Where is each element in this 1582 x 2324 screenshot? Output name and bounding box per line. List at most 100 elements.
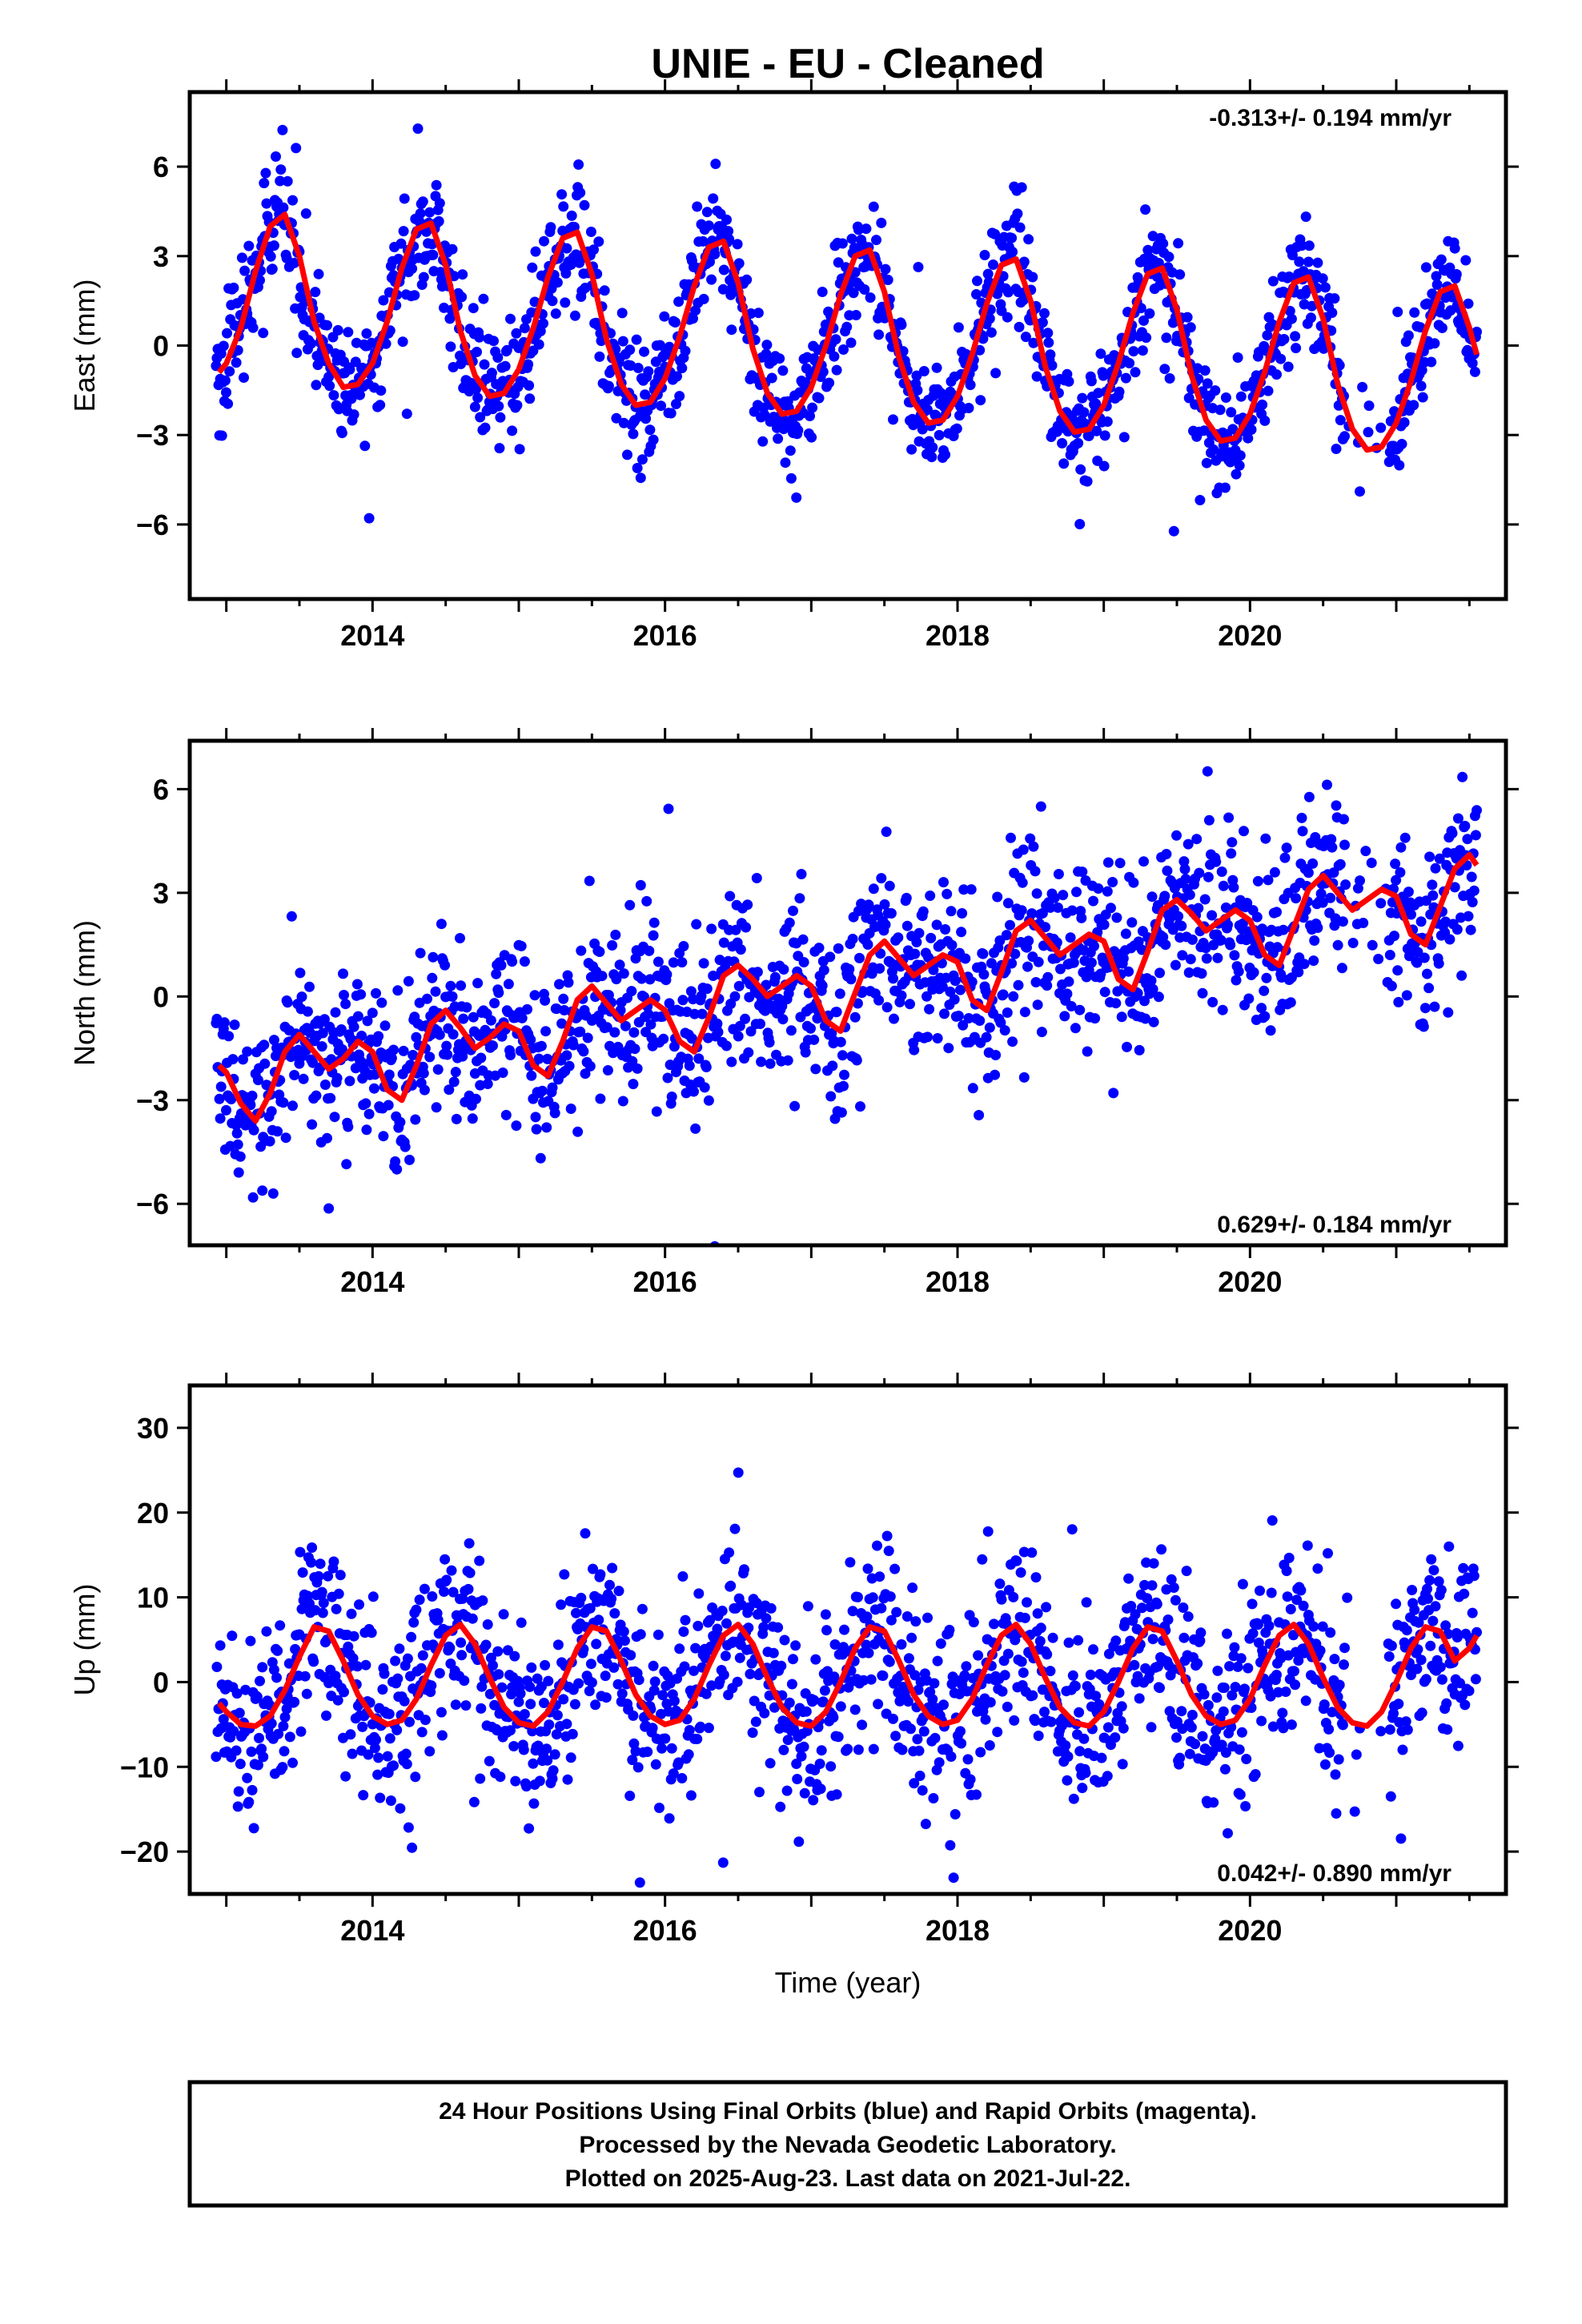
north-data-point: [451, 1113, 462, 1124]
up-data-point: [492, 1725, 503, 1736]
north-data-point: [714, 955, 725, 966]
north-data-point: [765, 1058, 776, 1069]
up-data-point: [982, 1526, 994, 1537]
east-data-point: [706, 274, 717, 285]
north-data-point: [307, 1057, 319, 1068]
east-data-point: [415, 208, 426, 219]
east-data-point: [837, 238, 848, 249]
north-data-point: [917, 906, 929, 917]
north-data-point: [1315, 888, 1327, 899]
north-data-point: [1399, 832, 1411, 843]
east-x-tick-label: 2014: [340, 619, 404, 652]
north-data-point: [789, 1100, 801, 1112]
up-data-point: [544, 1719, 555, 1731]
north-data-point: [901, 920, 913, 931]
up-data-point: [693, 1620, 704, 1631]
north-data-point: [957, 908, 968, 919]
north-data-point: [669, 1041, 680, 1052]
north-data-point: [1419, 1003, 1431, 1014]
up-data-point: [945, 1839, 956, 1851]
north-data-point: [958, 1019, 969, 1031]
up-data-point: [1022, 1597, 1032, 1608]
north-data-point: [252, 1075, 263, 1086]
north-data-point: [1227, 837, 1238, 848]
east-data-point: [978, 333, 989, 344]
east-data-point: [1431, 279, 1443, 290]
east-data-point: [643, 366, 654, 377]
east-data-point: [1063, 376, 1074, 387]
north-data-point: [1177, 950, 1188, 961]
north-data-point: [769, 971, 781, 983]
east-data-point: [1058, 458, 1070, 469]
up-data-point: [527, 1726, 538, 1737]
up-data-point: [1181, 1566, 1192, 1577]
east-data-point: [594, 351, 605, 362]
footer-line-3: Plotted on 2025-Aug-23. Last data on 202…: [565, 2165, 1131, 2192]
east-data-point: [1201, 457, 1212, 468]
north-data-point: [1058, 890, 1069, 901]
north-data-point: [678, 941, 689, 951]
north-data-point: [785, 1025, 797, 1036]
north-data-point: [1016, 905, 1027, 916]
up-data-point: [997, 1686, 1008, 1697]
north-data-point: [899, 725, 909, 735]
east-data-point: [876, 217, 887, 228]
north-data-point: [430, 986, 441, 997]
up-data-point: [1383, 1651, 1395, 1662]
up-data-point: [1227, 1690, 1238, 1701]
up-data-point: [808, 1795, 819, 1806]
up-data-point: [905, 1723, 916, 1735]
up-data-point: [799, 1787, 810, 1799]
east-data-point: [635, 472, 646, 484]
north-data-point: [1472, 805, 1482, 816]
up-data-point: [835, 1701, 846, 1712]
up-data-point: [1139, 1579, 1150, 1590]
up-data-point: [1230, 1682, 1241, 1693]
up-data-point: [932, 1655, 943, 1667]
up-data-point: [909, 1778, 920, 1789]
north-data-point: [863, 899, 874, 911]
east-data-point: [861, 223, 872, 235]
north-data-point: [1128, 877, 1139, 888]
up-data-point: [399, 1695, 410, 1707]
up-data-point: [1435, 1662, 1446, 1673]
north-fit-line: [217, 851, 1480, 1124]
up-data-point: [750, 1716, 761, 1727]
north-data-point: [235, 1151, 246, 1162]
up-data-point: [1413, 1617, 1424, 1628]
up-data-point: [246, 1746, 257, 1757]
up-data-point: [881, 1530, 893, 1542]
north-data-point: [813, 943, 825, 954]
up-data-point: [654, 1803, 665, 1813]
east-data-point: [1234, 460, 1245, 471]
up-data-point: [984, 1740, 995, 1751]
north-data-point: [1196, 968, 1207, 979]
up-data-point: [1247, 1598, 1258, 1610]
up-data-point: [619, 1635, 630, 1647]
up-data-point: [488, 1660, 498, 1671]
up-data-point: [256, 1743, 267, 1755]
north-data-point: [344, 1076, 355, 1087]
north-data-point: [752, 967, 763, 978]
up-data-point: [476, 1681, 488, 1692]
up-data-point: [275, 1620, 286, 1631]
east-data-point: [701, 207, 713, 218]
north-data-point: [666, 1092, 677, 1102]
north-data-point: [1202, 766, 1213, 777]
up-data-point: [1030, 1715, 1041, 1727]
up-data-point: [515, 1688, 526, 1699]
up-data-point: [403, 1822, 414, 1833]
up-data-point: [781, 1785, 793, 1796]
up-data-point: [1289, 1666, 1299, 1677]
north-data-point: [229, 1019, 240, 1031]
north-data-point: [945, 986, 956, 997]
north-data-point: [1384, 950, 1395, 960]
north-data-point: [626, 986, 637, 997]
north-data-point: [742, 899, 753, 911]
north-data-point: [1242, 898, 1253, 909]
north-data-point: [1449, 882, 1460, 893]
east-data-point: [880, 263, 891, 275]
up-data-point: [634, 1877, 645, 1888]
east-data-point: [1275, 353, 1287, 364]
north-data-point: [844, 963, 855, 975]
